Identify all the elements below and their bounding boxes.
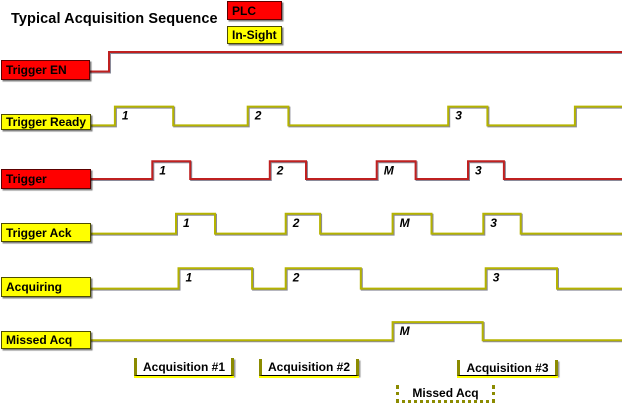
svg-text:2: 2 xyxy=(292,270,300,284)
svg-text:3: 3 xyxy=(493,270,500,284)
svg-text:1: 1 xyxy=(122,109,129,123)
svg-text:3: 3 xyxy=(490,216,497,230)
svg-text:2: 2 xyxy=(292,216,300,230)
svg-text:1: 1 xyxy=(159,163,166,177)
svg-text:M: M xyxy=(384,163,395,177)
svg-text:M: M xyxy=(400,216,411,230)
svg-text:M: M xyxy=(400,324,411,338)
svg-text:1: 1 xyxy=(186,270,193,284)
svg-text:2: 2 xyxy=(276,163,284,177)
svg-text:3: 3 xyxy=(475,163,482,177)
svg-text:3: 3 xyxy=(455,109,462,123)
svg-text:1: 1 xyxy=(183,216,190,230)
svg-text:2: 2 xyxy=(254,109,262,123)
